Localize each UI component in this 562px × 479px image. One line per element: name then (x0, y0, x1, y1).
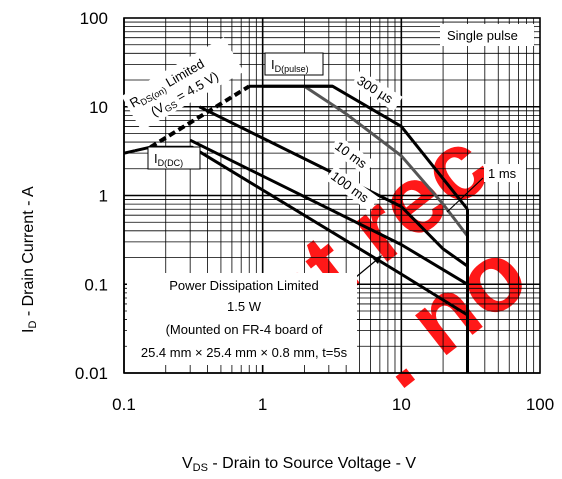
x-tick-label: 10 (392, 395, 411, 414)
id-dc-box (147, 146, 201, 170)
y-tick-label: 10 (89, 98, 108, 117)
label-1ms: 1 ms (488, 166, 517, 181)
soa-curves (123, 84, 469, 373)
series-100-ms (189, 138, 469, 286)
y-tick-label: 100 (80, 9, 108, 28)
id-pulse-label: ID(pulse) (271, 57, 309, 74)
leader-1ms (446, 177, 484, 213)
y-tick-label: 0.1 (84, 275, 108, 294)
id-dc-label: ID(DC) (154, 151, 183, 168)
x-tick-label: 1 (258, 395, 267, 414)
power-line4: 25.4 mm × 25.4 mm × 0.8 mm, t=5s (141, 345, 348, 360)
power-line3: (Mounted on FR-4 board of (166, 322, 323, 337)
y-tick-label: 0.01 (75, 364, 108, 383)
series-i-d-dc- (123, 149, 136, 155)
power-line1: Power Dissipation Limited (169, 278, 319, 293)
y-axis-title: ID - Drain Current - A (20, 186, 39, 333)
boundary-rds-limit (149, 84, 251, 149)
power-dissipation-box (127, 273, 357, 365)
plot-frame (123, 17, 541, 374)
single-pulse-label: Single pulse (447, 28, 518, 43)
series-1-ms (303, 85, 469, 237)
y-tick-label: 1 (99, 187, 108, 206)
x-tick-label: 100 (526, 395, 554, 414)
id-pulse-box (264, 52, 324, 76)
x-tick-label: 0.1 (112, 395, 136, 414)
x-axis-title: VDS - Drain to Source Voltage - V (182, 455, 416, 474)
power-line2: 1.5 W (227, 299, 262, 314)
series-10-ms (198, 105, 469, 268)
